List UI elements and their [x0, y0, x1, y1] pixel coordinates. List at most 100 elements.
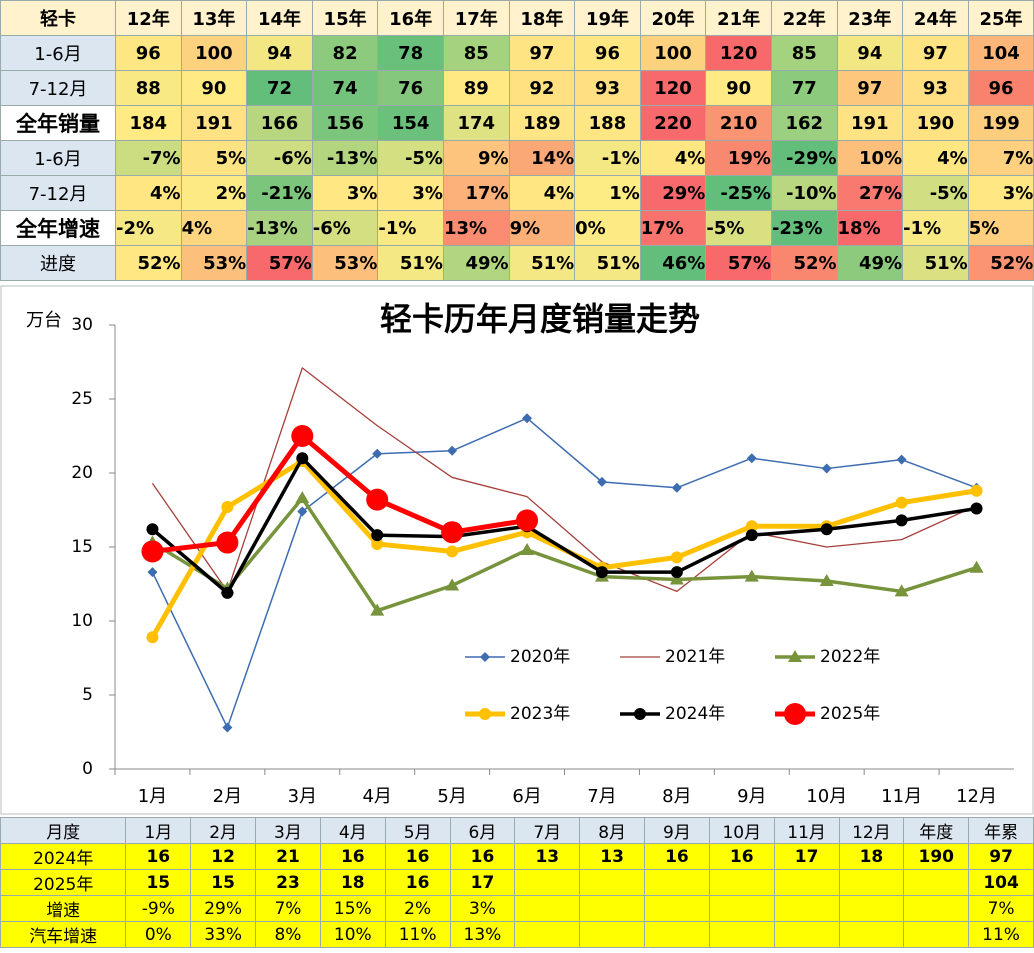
marker — [784, 703, 806, 725]
cell: 3% — [311, 175, 379, 211]
cell: 14% — [508, 140, 576, 176]
cell: 100 — [180, 35, 248, 71]
row-label: 2025年 — [0, 869, 127, 896]
cell: 72 — [246, 70, 313, 106]
cell: 97 — [968, 843, 1034, 870]
cell: -5% — [902, 175, 969, 211]
cell: 191 — [180, 105, 248, 141]
header-cell: 25年 — [967, 0, 1034, 36]
x-tick-label: 10月 — [806, 786, 847, 807]
cell: 97 — [836, 70, 904, 106]
cell — [514, 921, 581, 948]
x-tick-label: 1月 — [138, 786, 167, 807]
row-label: 全年销量 — [0, 105, 116, 141]
cell: -5% — [377, 140, 444, 176]
row-label: 1-6月 — [0, 35, 116, 71]
header-cell: 9月 — [644, 817, 710, 844]
cell: 52% — [967, 245, 1034, 281]
cell: 190 — [903, 843, 970, 870]
cell: 154 — [377, 105, 444, 141]
marker — [596, 476, 607, 487]
row: 汽车增速 0% 33% 8% 10% 11% 13% 11% — [0, 921, 1034, 948]
cell: -9% — [125, 895, 192, 922]
cell — [579, 921, 646, 948]
chart-title: 轻卡历年月度销量走势 — [380, 300, 700, 338]
cell: 166 — [246, 105, 313, 141]
cell — [644, 895, 710, 922]
marker — [744, 569, 759, 582]
cell: 1% — [574, 175, 641, 211]
marker — [669, 572, 684, 585]
cell: 15 — [125, 869, 192, 896]
header-cell: 轻卡 — [0, 0, 116, 36]
marker — [896, 454, 907, 465]
header-cell: 15年 — [311, 0, 379, 36]
cell: 85 — [770, 35, 838, 71]
header-cell: 14年 — [246, 0, 313, 36]
cell: 162 — [770, 105, 838, 141]
cell: 5% — [967, 210, 1034, 246]
header-cell: 20年 — [639, 0, 707, 36]
row-label: 1-6月 — [0, 140, 116, 176]
cell: 88 — [115, 70, 182, 106]
row: 进度 52% 53% 57% 53% 51% 49% 51% 51% 46% 57% 52% 49% 51… — [0, 245, 1034, 281]
header-row: 轻卡 12年 13年 14年 15年 16年 17年 18年 19年 20年 21年 22年 23年 24… — [0, 0, 1034, 36]
cell: -23% — [770, 210, 838, 246]
cell: 49% — [442, 245, 510, 281]
cell: 52% — [770, 245, 838, 281]
marker — [147, 567, 158, 578]
marker — [671, 482, 682, 493]
x-tick-label: 9月 — [737, 786, 766, 807]
chart: 轻卡历年月度销量走势 万台 0 5 10 15 20 25 30 1月 2月 3月 4月 5月 6月 7月… — [0, 285, 1034, 815]
series-line — [151, 367, 977, 593]
header-cell: 3月 — [255, 817, 321, 844]
y-tick-label: 10 — [71, 611, 93, 631]
cell: 46% — [639, 245, 707, 281]
marker — [670, 551, 683, 564]
cell: 191 — [836, 105, 904, 141]
series-line — [152, 433, 528, 554]
marker — [746, 453, 757, 464]
marker — [745, 520, 758, 533]
marker — [895, 496, 908, 509]
header-cell: 17年 — [442, 0, 510, 36]
x-tick-label: 4月 — [362, 786, 391, 807]
marker — [670, 566, 683, 579]
cell: 0% — [125, 921, 192, 948]
cell: -25% — [705, 175, 772, 211]
marker — [480, 652, 490, 662]
cell — [773, 921, 840, 948]
marker — [221, 586, 234, 599]
x-tick-label: 11月 — [881, 786, 922, 807]
marker — [216, 531, 239, 554]
cell: 16 — [449, 843, 516, 870]
cell — [838, 921, 905, 948]
cell: 52% — [115, 245, 182, 281]
cell: -1% — [902, 210, 969, 246]
header-cell: 13年 — [180, 0, 248, 36]
marker — [146, 523, 159, 536]
legend-label: 2021年 — [665, 647, 725, 667]
x-tick-label: 7月 — [587, 786, 616, 807]
cell: 23 — [255, 869, 321, 896]
cell: 10% — [836, 140, 904, 176]
cell: 85 — [442, 35, 510, 71]
cell — [708, 869, 775, 896]
cell: 10% — [319, 921, 386, 948]
cell: 94 — [836, 35, 904, 71]
cell: 96 — [115, 35, 182, 71]
cell — [514, 895, 581, 922]
cell: 174 — [442, 105, 510, 141]
cell: 4% — [180, 210, 248, 246]
cell: 82 — [311, 35, 379, 71]
cell: 77 — [770, 70, 838, 106]
cell: 16 — [708, 843, 775, 870]
row: 1-6月 -7% 5% -6% -13% -5% 9% 14% -1% 4% 19% -29% 10% 4… — [0, 140, 1034, 176]
cell: 15% — [319, 895, 386, 922]
cell: 11% — [384, 921, 451, 948]
y-tick-label: 20 — [71, 463, 93, 483]
cell — [838, 869, 905, 896]
y-tick-label: 5 — [82, 685, 93, 705]
cell: 12 — [190, 843, 257, 870]
